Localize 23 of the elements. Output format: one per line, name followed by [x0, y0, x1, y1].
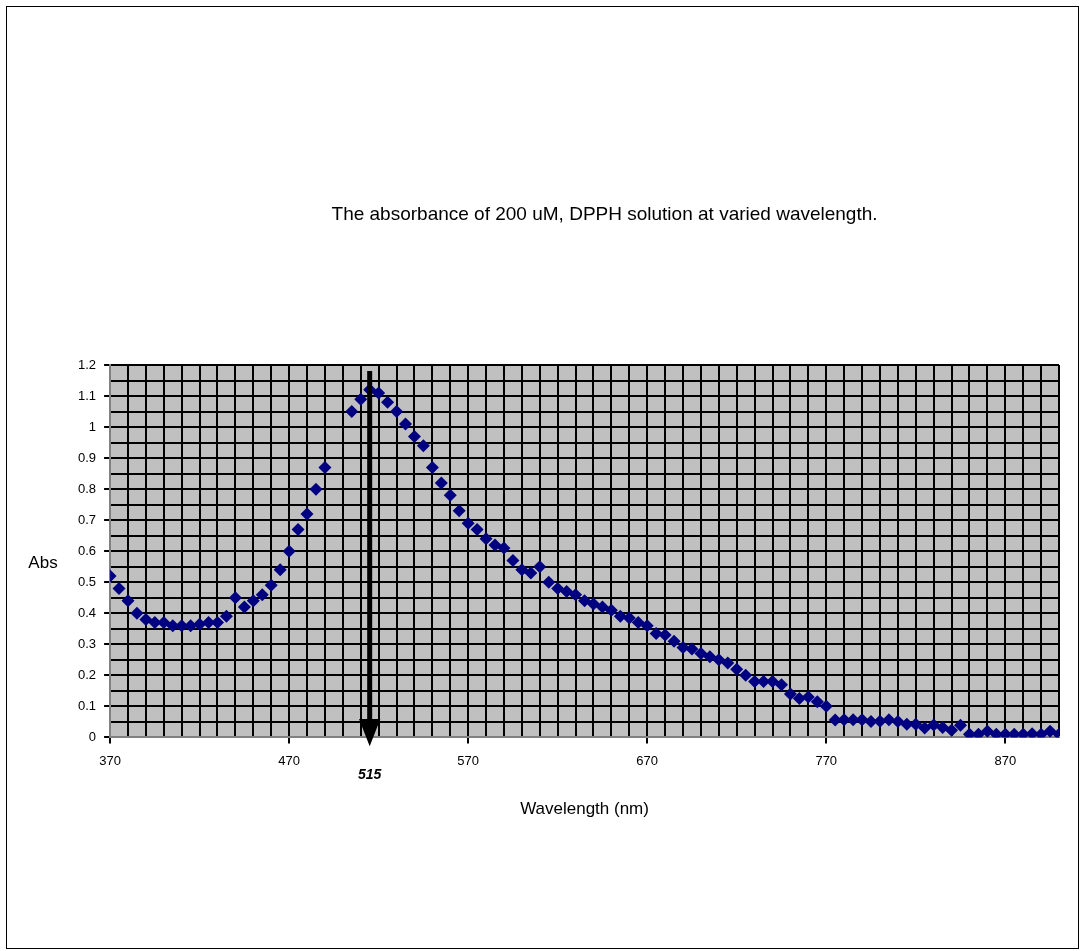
y-tick-label: 0.4 — [77, 604, 97, 620]
y-tick-label: 0.5 — [77, 573, 97, 589]
chart-title: The absorbance of 200 uM, DPPH solution at varied wavelength. — [331, 203, 878, 225]
y-tick-label: 1 — [88, 418, 97, 434]
y-tick-label: 0.8 — [77, 480, 97, 496]
x-tick-label: 670 — [636, 752, 659, 768]
y-tick-label: 0.9 — [77, 449, 97, 465]
y-tick-label: 0.3 — [77, 635, 97, 651]
y-tick-label: 0.2 — [77, 666, 97, 682]
x-tick-label: 470 — [278, 752, 300, 768]
y-tick-label: 0.1 — [77, 697, 97, 713]
y-axis-title: Abs — [28, 552, 58, 572]
y-tick-label: 0.7 — [77, 511, 97, 527]
x-tick-label: 570 — [457, 752, 480, 768]
x-tick-label: 370 — [99, 752, 121, 768]
ref-line-label: 515 — [358, 766, 382, 783]
y-tick-label: 0.6 — [77, 542, 97, 558]
y-tick-label: 1.2 — [77, 356, 97, 372]
y-tick-label: 0 — [88, 728, 97, 744]
x-tick-label: 770 — [815, 752, 838, 768]
y-tick-label: 1.1 — [77, 387, 97, 403]
x-tick-label: 870 — [994, 752, 1017, 768]
x-axis-title: Wavelength (nm) — [520, 799, 649, 819]
